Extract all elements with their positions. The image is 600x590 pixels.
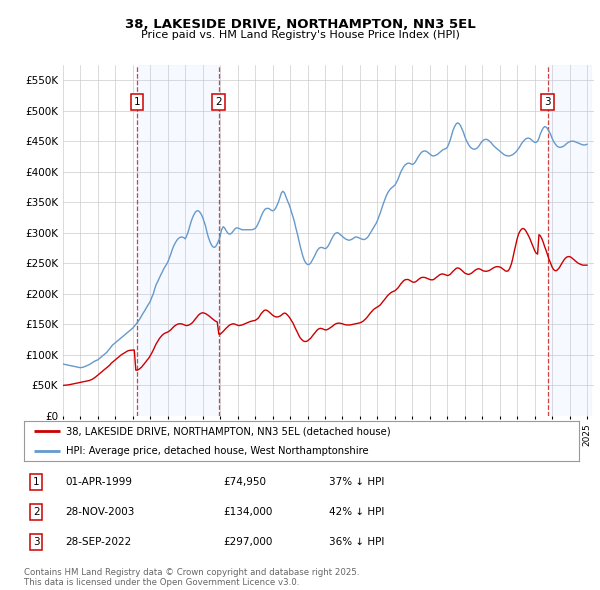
Text: 38, LAKESIDE DRIVE, NORTHAMPTON, NN3 5EL: 38, LAKESIDE DRIVE, NORTHAMPTON, NN3 5EL (125, 18, 475, 31)
Text: Price paid vs. HM Land Registry's House Price Index (HPI): Price paid vs. HM Land Registry's House … (140, 30, 460, 40)
Text: 3: 3 (33, 537, 40, 547)
Text: 3: 3 (544, 97, 551, 107)
Bar (137, 65, 218, 416)
Text: 1: 1 (33, 477, 40, 487)
Text: 1: 1 (134, 97, 140, 107)
Text: 2: 2 (215, 97, 222, 107)
Text: 37% ↓ HPI: 37% ↓ HPI (329, 477, 385, 487)
Text: 42% ↓ HPI: 42% ↓ HPI (329, 507, 385, 517)
Text: 28-NOV-2003: 28-NOV-2003 (65, 507, 135, 517)
Text: £74,950: £74,950 (224, 477, 267, 487)
Text: 01-APR-1999: 01-APR-1999 (65, 477, 133, 487)
Text: HPI: Average price, detached house, West Northamptonshire: HPI: Average price, detached house, West… (65, 447, 368, 456)
Text: Contains HM Land Registry data © Crown copyright and database right 2025.
This d: Contains HM Land Registry data © Crown c… (24, 568, 359, 587)
Text: 2: 2 (33, 507, 40, 517)
Text: 28-SEP-2022: 28-SEP-2022 (65, 537, 132, 547)
Text: 38, LAKESIDE DRIVE, NORTHAMPTON, NN3 5EL (detached house): 38, LAKESIDE DRIVE, NORTHAMPTON, NN3 5EL… (65, 427, 390, 436)
Text: £134,000: £134,000 (224, 507, 273, 517)
Text: 36% ↓ HPI: 36% ↓ HPI (329, 537, 385, 547)
Text: £297,000: £297,000 (224, 537, 273, 547)
Bar (548, 65, 590, 416)
